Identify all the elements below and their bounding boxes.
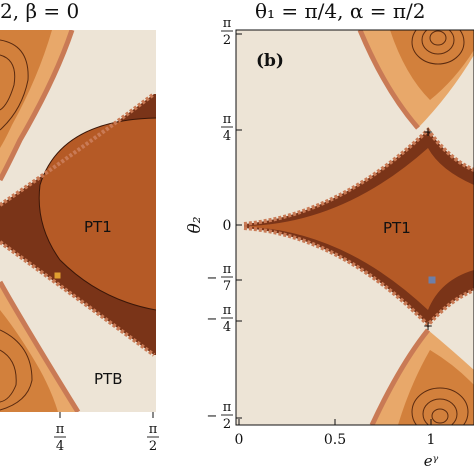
panel-b-pt-lower-edge <box>243 226 474 328</box>
svg-text:π: π <box>223 16 232 31</box>
panel-a-pt-lower-edge <box>0 240 156 357</box>
svg-text:−: − <box>207 409 218 424</box>
panel-a-region-ptb: PTB <box>94 370 123 388</box>
panel-b-ytick-pi-4: π 4 <box>221 112 233 144</box>
svg-text:2: 2 <box>223 33 231 48</box>
panel-b-ytick-neg-pi-7: − π 7 <box>207 262 233 294</box>
panel-a-xtick-pi-2: π 2 <box>147 422 159 454</box>
panel-a-lower-boundary <box>0 280 81 412</box>
panel-a-xtick-pi-4: π 4 <box>54 422 66 454</box>
svg-text:−: − <box>207 271 218 286</box>
svg-text:π: π <box>223 303 232 318</box>
panel-b-pt-upper-edge <box>243 126 474 226</box>
svg-text:4: 4 <box>223 129 231 144</box>
panel-b-xtick-1: 1 <box>427 432 436 448</box>
svg-text:π: π <box>149 422 158 437</box>
panel-a-upper-boundary <box>0 30 75 182</box>
panel-b: θ₁ = π/4, α = π/2 + + <box>185 0 474 470</box>
panel-a-lower-lobe-contour <box>0 329 33 411</box>
panel-b-xlabel: eᵞ <box>424 452 439 470</box>
svg-text:π: π <box>223 112 232 127</box>
panel-a-marker <box>54 272 61 279</box>
panel-b-corner-plus-top: + <box>423 125 433 139</box>
panel-b-upper-lobe-contour-2 <box>421 30 455 55</box>
panel-a-upper-lobe-contour <box>0 39 29 131</box>
svg-text:2: 2 <box>149 439 157 454</box>
panel-a: 2, β = 0 PT1 PTB <box>0 0 159 454</box>
panel-b-label: (b) <box>256 51 284 71</box>
svg-text:−: − <box>207 312 218 327</box>
svg-text:7: 7 <box>223 279 231 294</box>
panel-b-lower-lobe-contour-3 <box>431 408 449 424</box>
panel-b-ylabel: θ₂ <box>185 216 205 233</box>
panel-b-ytick-neg-pi-4: − π 4 <box>207 303 233 335</box>
panel-b-y-ticks: π 2 π 4 0 − π 7 − π 4 <box>207 16 242 432</box>
panel-b-lower-lobe-contour <box>411 387 469 425</box>
panel-b-x-ticks: 0 0.5 1 <box>235 419 436 448</box>
panel-b-xtick-0: 0 <box>235 432 244 448</box>
svg-text:4: 4 <box>223 320 231 335</box>
panel-b-xtick-0-5: 0.5 <box>324 432 346 448</box>
panel-a-pt-upper-edge <box>0 92 156 207</box>
svg-text:π: π <box>223 400 232 415</box>
panel-a-x-ticks: π 4 π 2 <box>54 412 159 454</box>
panel-b-ytick-pi-2: π 2 <box>221 16 233 48</box>
panel-b-region-pt1: PT1 <box>383 219 411 237</box>
panel-b-upper-lobe-contour <box>411 30 465 65</box>
svg-text:π: π <box>223 262 232 277</box>
panel-a-title: 2, β = 0 <box>0 0 79 23</box>
panel-b-lower-lobe-contour-2 <box>422 398 458 425</box>
panel-b-upper-lobe-contour-3 <box>429 30 447 46</box>
panel-b-plot: + + <box>236 30 474 425</box>
panel-b-corner-plus-bottom: + <box>423 319 433 333</box>
svg-text:2: 2 <box>223 417 231 432</box>
panel-b-marker <box>428 276 436 284</box>
svg-text:4: 4 <box>56 439 64 454</box>
panel-a-pt-core-outline <box>38 117 156 311</box>
panel-a-lower-lobe-contour-2 <box>0 349 17 403</box>
svg-text:π: π <box>56 422 65 437</box>
panel-b-lower-boundary <box>369 328 430 425</box>
panel-a-plot <box>0 30 156 412</box>
panel-b-upper-lobe-inner <box>390 30 474 100</box>
panel-b-ytick-0: 0 <box>223 218 232 234</box>
panel-b-frame <box>235 29 474 426</box>
panel-b-ytick-neg-pi-2: − π 2 <box>207 400 233 432</box>
panel-a-region-pt1: PT1 <box>84 218 112 236</box>
panel-b-pt-core <box>250 148 474 310</box>
panel-a-pt-core <box>39 118 156 310</box>
panel-a-upper-lobe-contour-2 <box>0 54 16 111</box>
panel-b-title: θ₁ = π/4, α = π/2 <box>255 0 425 23</box>
panel-b-upper-boundary <box>357 30 420 130</box>
